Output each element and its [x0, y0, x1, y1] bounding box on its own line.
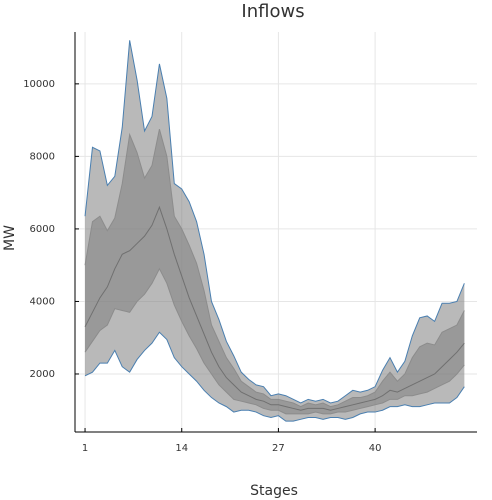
y-tick-label: 6000 [30, 224, 55, 235]
y-axis-label: MW [2, 225, 18, 251]
series-line [84, 205, 465, 411]
x-axis-label: Stages [250, 483, 298, 499]
band [85, 129, 465, 414]
y-tick-label: 8000 [30, 151, 55, 162]
series-line [84, 40, 465, 404]
x-tick-label: 40 [369, 443, 382, 454]
chart-title: Inflows [241, 1, 304, 22]
x-tick-label: 14 [175, 443, 188, 454]
x-tick-label: 1 [82, 443, 88, 454]
y-tick-label: 10000 [23, 79, 55, 90]
y-tick-label: 2000 [30, 369, 55, 380]
series-line [84, 331, 465, 422]
y-tick-label: 4000 [30, 296, 55, 307]
x-tick-label: 27 [272, 443, 285, 454]
series-line [84, 129, 465, 408]
series-line [84, 267, 465, 415]
band [85, 40, 465, 422]
